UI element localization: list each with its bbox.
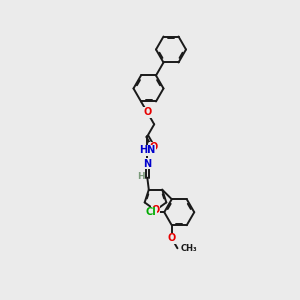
Text: O: O bbox=[149, 142, 158, 152]
Text: O: O bbox=[143, 107, 152, 117]
Text: Cl: Cl bbox=[146, 207, 156, 217]
Text: H: H bbox=[137, 172, 145, 181]
Text: HN: HN bbox=[139, 145, 155, 155]
Text: N: N bbox=[143, 159, 152, 169]
Text: O: O bbox=[168, 233, 176, 243]
Text: O: O bbox=[152, 205, 160, 215]
Text: CH₃: CH₃ bbox=[181, 244, 198, 253]
